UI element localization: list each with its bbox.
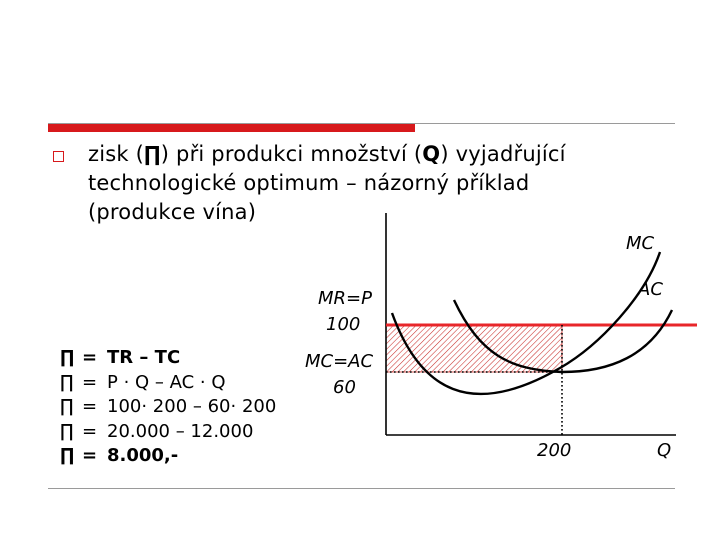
mr-price-value: 100 bbox=[326, 314, 361, 335]
ac-label: AC bbox=[638, 279, 663, 300]
formula-row: ∏ = 8.000,- bbox=[60, 445, 179, 466]
title-accent-bar bbox=[48, 124, 415, 132]
bullet-line-3: (produkce vína) bbox=[88, 200, 257, 224]
bullet-square-icon bbox=[53, 151, 64, 162]
bullet-line-2: technologické optimum – názorný příklad bbox=[88, 171, 530, 195]
mr-price-label: MR=P bbox=[318, 288, 372, 309]
mc-label: MC bbox=[626, 233, 655, 254]
mc-ac-value: 60 bbox=[333, 377, 356, 398]
pi-symbol: ∏ bbox=[144, 142, 161, 166]
formula-row: ∏ = P · Q – AC · Q bbox=[60, 371, 226, 393]
mc-ac-label: MC=AC bbox=[305, 351, 374, 372]
formula-row: ∏ = 20.000 – 12.000 bbox=[60, 420, 254, 442]
bottom-rule-line bbox=[48, 488, 675, 489]
ac-curve bbox=[452, 299, 674, 374]
profit-formulas: ∏ = TR – TC ∏ = P · Q – AC · Q ∏ = 100· 200 – … bbox=[60, 346, 276, 469]
top-rule-line bbox=[48, 123, 675, 124]
quantity-value-label: 200 bbox=[537, 440, 572, 461]
formula-row: ∏ = TR – TC bbox=[60, 347, 181, 368]
formula-row: ∏ = 100· 200 – 60· 200 bbox=[60, 396, 277, 417]
q-axis-label: Q bbox=[657, 440, 672, 461]
bullet-line-1: zisk (∏) při produkci množství (Q) vyjad… bbox=[88, 142, 566, 166]
q-symbol: Q bbox=[422, 142, 441, 166]
bullet-text: zisk (∏) při produkci množství (Q) vyjad… bbox=[88, 140, 688, 227]
